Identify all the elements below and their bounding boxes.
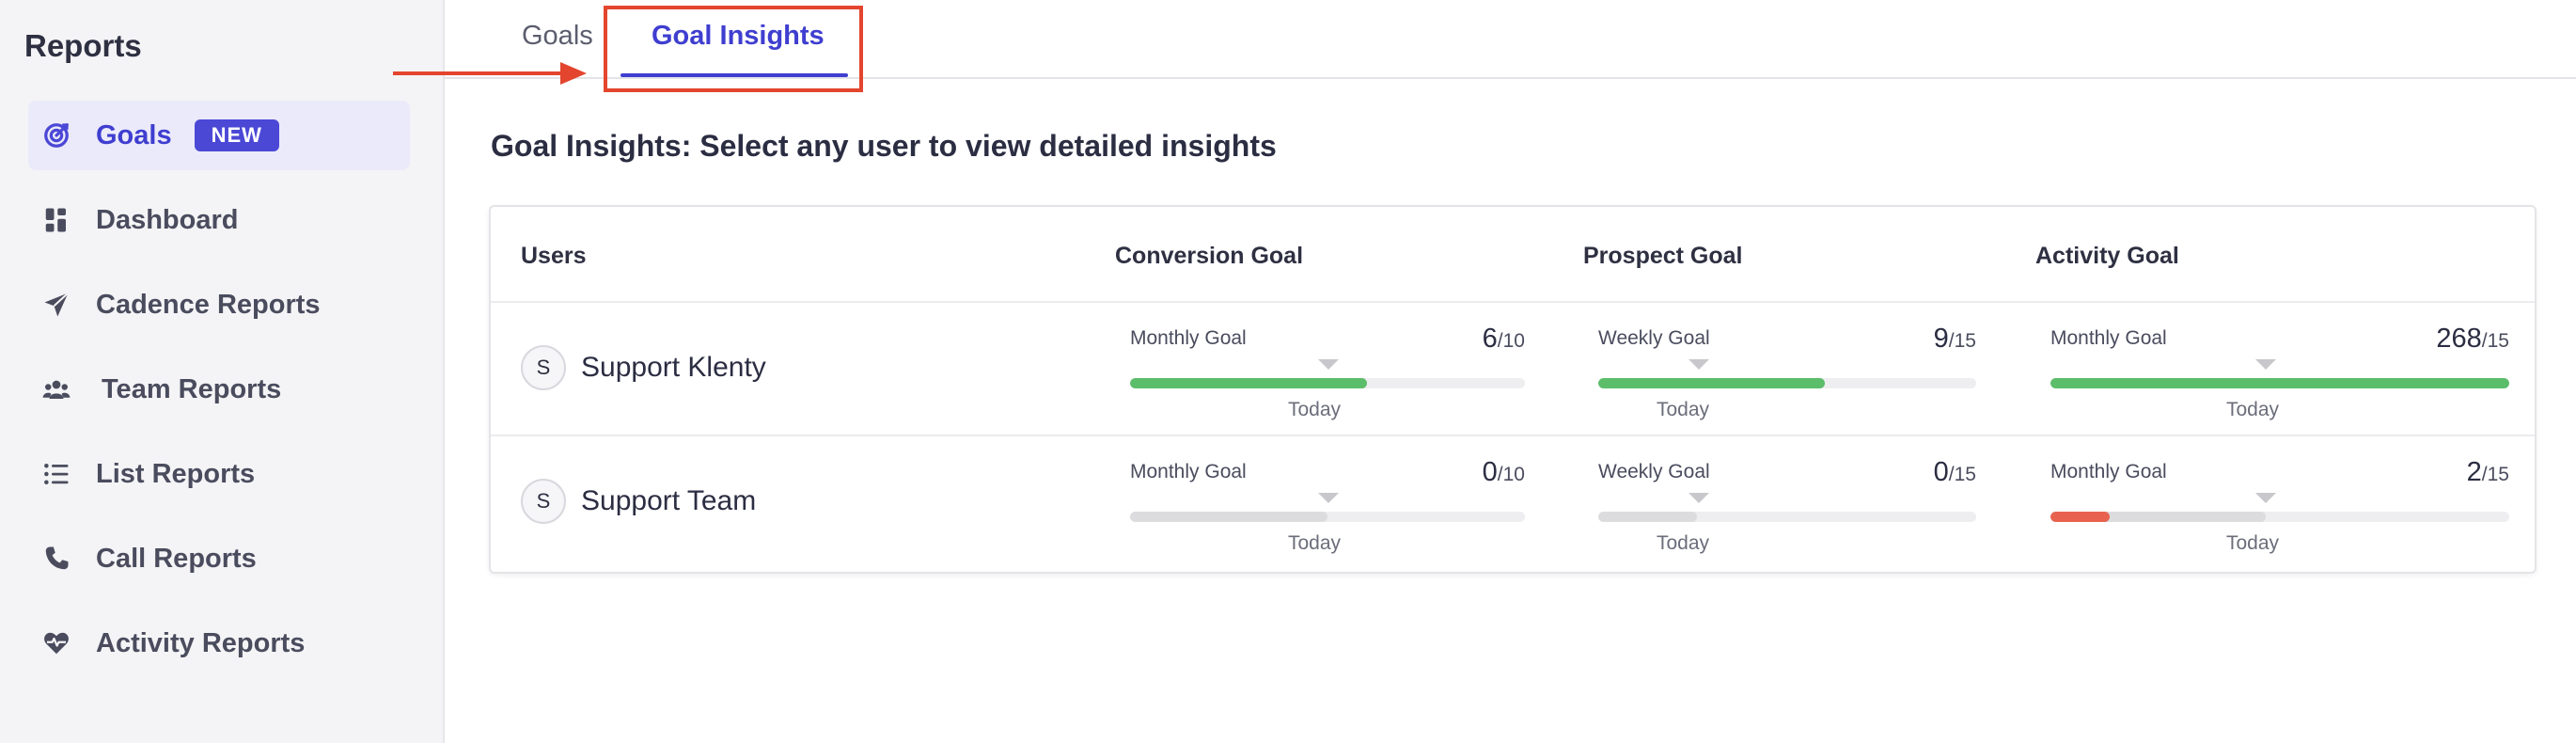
- goal-period-label: Monthly Goal: [1130, 461, 1247, 482]
- prospect-goal-progress: Weekly Goal 9/15 Today: [1598, 324, 1976, 421]
- today-marker-icon: [1318, 493, 1339, 503]
- annotation-arrow-icon: [393, 62, 587, 85]
- column-header-users: Users: [521, 243, 587, 269]
- prospect-goal-progress: Weekly Goal 0/15 Today: [1598, 457, 1976, 555]
- progress-track: [1130, 512, 1525, 522]
- paper-plane-icon: [38, 286, 75, 324]
- sidebar-item-team-reports[interactable]: Team Reports: [28, 355, 410, 424]
- active-tab-indicator: [620, 73, 848, 77]
- expected-progress-bar: [2050, 512, 2267, 522]
- today-label: Today: [2226, 532, 2280, 554]
- goal-target: /15: [1948, 330, 1976, 352]
- expected-progress-bar: [1130, 512, 1327, 522]
- today-marker-icon: [1318, 359, 1339, 370]
- goal-target: /15: [2481, 330, 2509, 352]
- goal-period-label: Weekly Goal: [1598, 461, 1710, 482]
- goal-achieved: 268: [2436, 324, 2482, 354]
- sidebar-item-activity-reports[interactable]: Activity Reports: [28, 609, 410, 678]
- activity-goal-progress: Monthly Goal 2/15 Today: [2050, 457, 2509, 555]
- today-label: Today: [1657, 399, 1710, 420]
- row-divider: [491, 435, 2535, 436]
- column-header-conversion-goal: Conversion Goal: [1115, 243, 1304, 269]
- expected-progress-bar: [1598, 512, 1697, 522]
- today-marker-icon: [2255, 493, 2276, 503]
- today-label: Today: [1288, 399, 1342, 420]
- tab-goals[interactable]: Goals: [522, 21, 593, 51]
- progress-track: [2050, 378, 2509, 388]
- team-icon: [38, 371, 75, 408]
- avatar: S: [521, 345, 566, 390]
- goal-achieved: 9: [1933, 324, 1949, 354]
- progress-fill: [1598, 378, 1826, 388]
- goal-period-label: Weekly Goal: [1598, 327, 1710, 349]
- goal-value: 9/15: [1934, 324, 1976, 355]
- new-badge: NEW: [194, 119, 279, 151]
- sidebar-title: Reports: [24, 28, 142, 63]
- sidebar: Reports Goals NEW Dashboard Cadence Repo…: [0, 0, 445, 743]
- sidebar-item-label: Team Reports: [102, 373, 282, 404]
- column-header-activity-goal: Activity Goal: [2035, 243, 2179, 269]
- progress-fill: [2050, 512, 2111, 522]
- user-name: Support Team: [581, 485, 757, 516]
- table-row-user[interactable]: S Support Klenty: [521, 345, 766, 390]
- conversion-goal-progress: Monthly Goal 0/10 Today: [1130, 457, 1525, 555]
- goal-period-label: Monthly Goal: [2050, 461, 2167, 482]
- goal-target: /10: [1497, 330, 1525, 352]
- goal-achieved: 0: [1482, 457, 1498, 487]
- avatar: S: [521, 479, 566, 524]
- goal-insights-table: Users Conversion Goal Prospect Goal Acti…: [489, 205, 2537, 574]
- progress-fill: [1130, 378, 1367, 388]
- goal-period-label: Monthly Goal: [2050, 327, 2167, 349]
- today-marker-icon: [1689, 493, 1709, 503]
- goal-target: /15: [1948, 464, 1976, 485]
- sidebar-item-list-reports[interactable]: List Reports: [28, 439, 410, 509]
- target-icon: [38, 117, 75, 154]
- today-label: Today: [1657, 532, 1710, 554]
- today-marker-icon: [1689, 359, 1709, 370]
- conversion-goal-progress: Monthly Goal 6/10 Today: [1130, 324, 1525, 421]
- sidebar-item-label: Goals: [96, 119, 172, 150]
- page-title: Goal Insights: Select any user to view d…: [491, 129, 1277, 163]
- today-marker-icon: [2255, 359, 2276, 370]
- sidebar-item-cadence-reports[interactable]: Cadence Reports: [28, 270, 410, 340]
- row-divider: [491, 301, 2535, 303]
- table-row-user[interactable]: S Support Team: [521, 479, 756, 524]
- goal-target: /10: [1497, 464, 1525, 485]
- sidebar-item-label: Call Reports: [96, 543, 257, 574]
- sidebar-item-label: Cadence Reports: [96, 289, 321, 320]
- list-icon: [38, 455, 75, 493]
- today-label: Today: [1288, 532, 1342, 554]
- dashboard-icon: [38, 201, 75, 239]
- goal-value: 2/15: [2467, 457, 2509, 488]
- goal-achieved: 2: [2466, 457, 2482, 487]
- progress-track: [1598, 378, 1976, 388]
- sidebar-item-goals[interactable]: Goals NEW: [28, 101, 410, 170]
- sidebar-item-call-reports[interactable]: Call Reports: [28, 524, 410, 593]
- goal-value: 0/10: [1483, 457, 1525, 488]
- goal-value: 0/15: [1934, 457, 1976, 488]
- goal-period-label: Monthly Goal: [1130, 327, 1247, 349]
- phone-icon: [38, 540, 75, 577]
- sidebar-item-label: Dashboard: [96, 204, 239, 235]
- heart-pulse-icon: [38, 624, 75, 662]
- goal-achieved: 6: [1482, 324, 1498, 354]
- column-header-prospect-goal: Prospect Goal: [1583, 243, 1743, 269]
- progress-track: [2050, 512, 2509, 522]
- sidebar-item-dashboard[interactable]: Dashboard: [28, 185, 410, 255]
- tab-bar: Goals Goal Insights: [445, 0, 2576, 79]
- sidebar-item-label: Activity Reports: [96, 627, 306, 658]
- goal-value: 6/10: [1483, 324, 1525, 355]
- tab-goal-insights[interactable]: Goal Insights: [652, 21, 825, 51]
- progress-track: [1598, 512, 1976, 522]
- user-name: Support Klenty: [581, 352, 766, 383]
- progress-track: [1130, 378, 1525, 388]
- progress-fill: [2050, 378, 2509, 388]
- sidebar-item-label: List Reports: [96, 458, 256, 489]
- goal-target: /15: [2481, 464, 2509, 485]
- activity-goal-progress: Monthly Goal 268/15 Today: [2050, 324, 2509, 421]
- annotation-highlight-box: [604, 6, 863, 92]
- today-label: Today: [2226, 399, 2280, 420]
- goal-achieved: 0: [1933, 457, 1949, 487]
- goal-value: 268/15: [2436, 324, 2509, 355]
